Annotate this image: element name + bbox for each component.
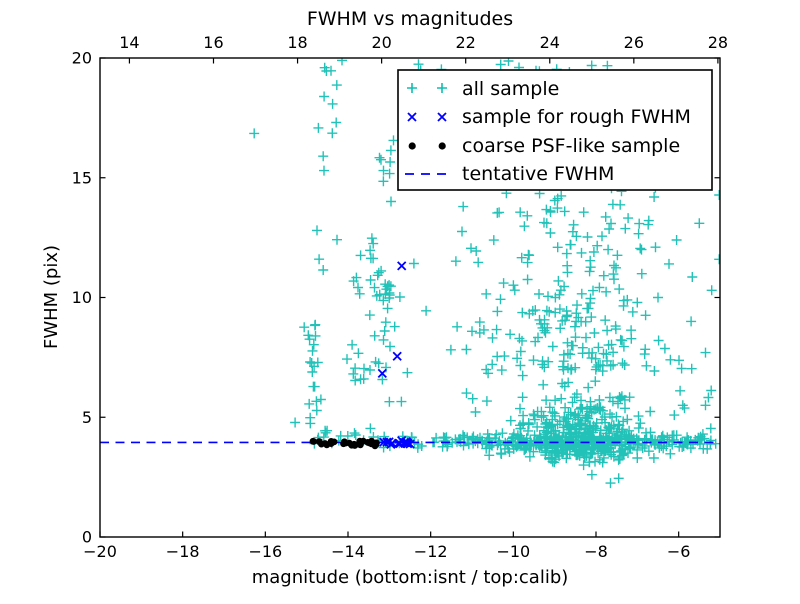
data-layer (100, 58, 720, 489)
x-tick-label: −6 (667, 542, 691, 561)
x-top-tick-label: 28 (708, 33, 728, 52)
legend-marker-coarse-psf (408, 142, 446, 150)
chart-title: FWHM vs magnitudes (307, 8, 513, 30)
x-tick-label: −10 (496, 542, 530, 561)
x-tick-label: −18 (166, 542, 200, 561)
y-tick-label: 15 (72, 168, 92, 187)
legend-box (397, 69, 713, 191)
x-top-tick-label: 14 (119, 33, 139, 52)
axes-frame (99, 57, 721, 538)
legend-marker-rough-fwhm (407, 112, 447, 122)
scatter-all-sample (249, 58, 720, 489)
legend-label-coarse-psf: coarse PSF-like sample (462, 135, 680, 157)
x-axis-label: magnitude (bottom:isnt / top:calib) (252, 567, 569, 588)
scatter-rough-fwhm (377, 261, 415, 450)
legend-label-tentative-fwhm: tentative FWHM (462, 163, 614, 185)
y-tick-label: 5 (82, 408, 92, 427)
legend-label-all-sample: all sample (462, 78, 559, 100)
right-axis-ticks (714, 57, 720, 538)
y-tick-label: 20 (72, 49, 92, 68)
left-axis-ticks: 0 5 10 15 20 (72, 49, 106, 547)
legend-marker-all-sample (407, 83, 447, 93)
x-tick-label: −14 (331, 542, 365, 561)
x-top-tick-label: 18 (287, 33, 307, 52)
y-tick-label: 0 (82, 528, 92, 547)
x-tick-label: −16 (248, 542, 282, 561)
y-tick-label: 10 (72, 288, 92, 307)
top-axis-ticks: 14 16 18 20 22 24 26 28 (119, 33, 728, 64)
x-tick-label: −20 (83, 542, 117, 561)
legend: all sample sample for rough FWHM coarse … (397, 69, 713, 191)
scatter-coarse-psf (309, 437, 380, 450)
x-tick-label: −8 (584, 542, 608, 561)
bottom-axis-ticks: −20 −18 −16 −14 −12 −10 −8 −6 (83, 531, 691, 561)
x-top-tick-label: 16 (203, 33, 223, 52)
legend-label-rough-fwhm: sample for rough FWHM (462, 106, 691, 128)
x-top-tick-label: 20 (371, 33, 391, 52)
y-axis-label: FWHM (pix) (41, 245, 62, 349)
x-tick-label: −12 (414, 542, 448, 561)
x-top-tick-label: 24 (540, 33, 560, 52)
x-top-tick-label: 22 (456, 33, 476, 52)
x-top-tick-label: 26 (624, 33, 644, 52)
